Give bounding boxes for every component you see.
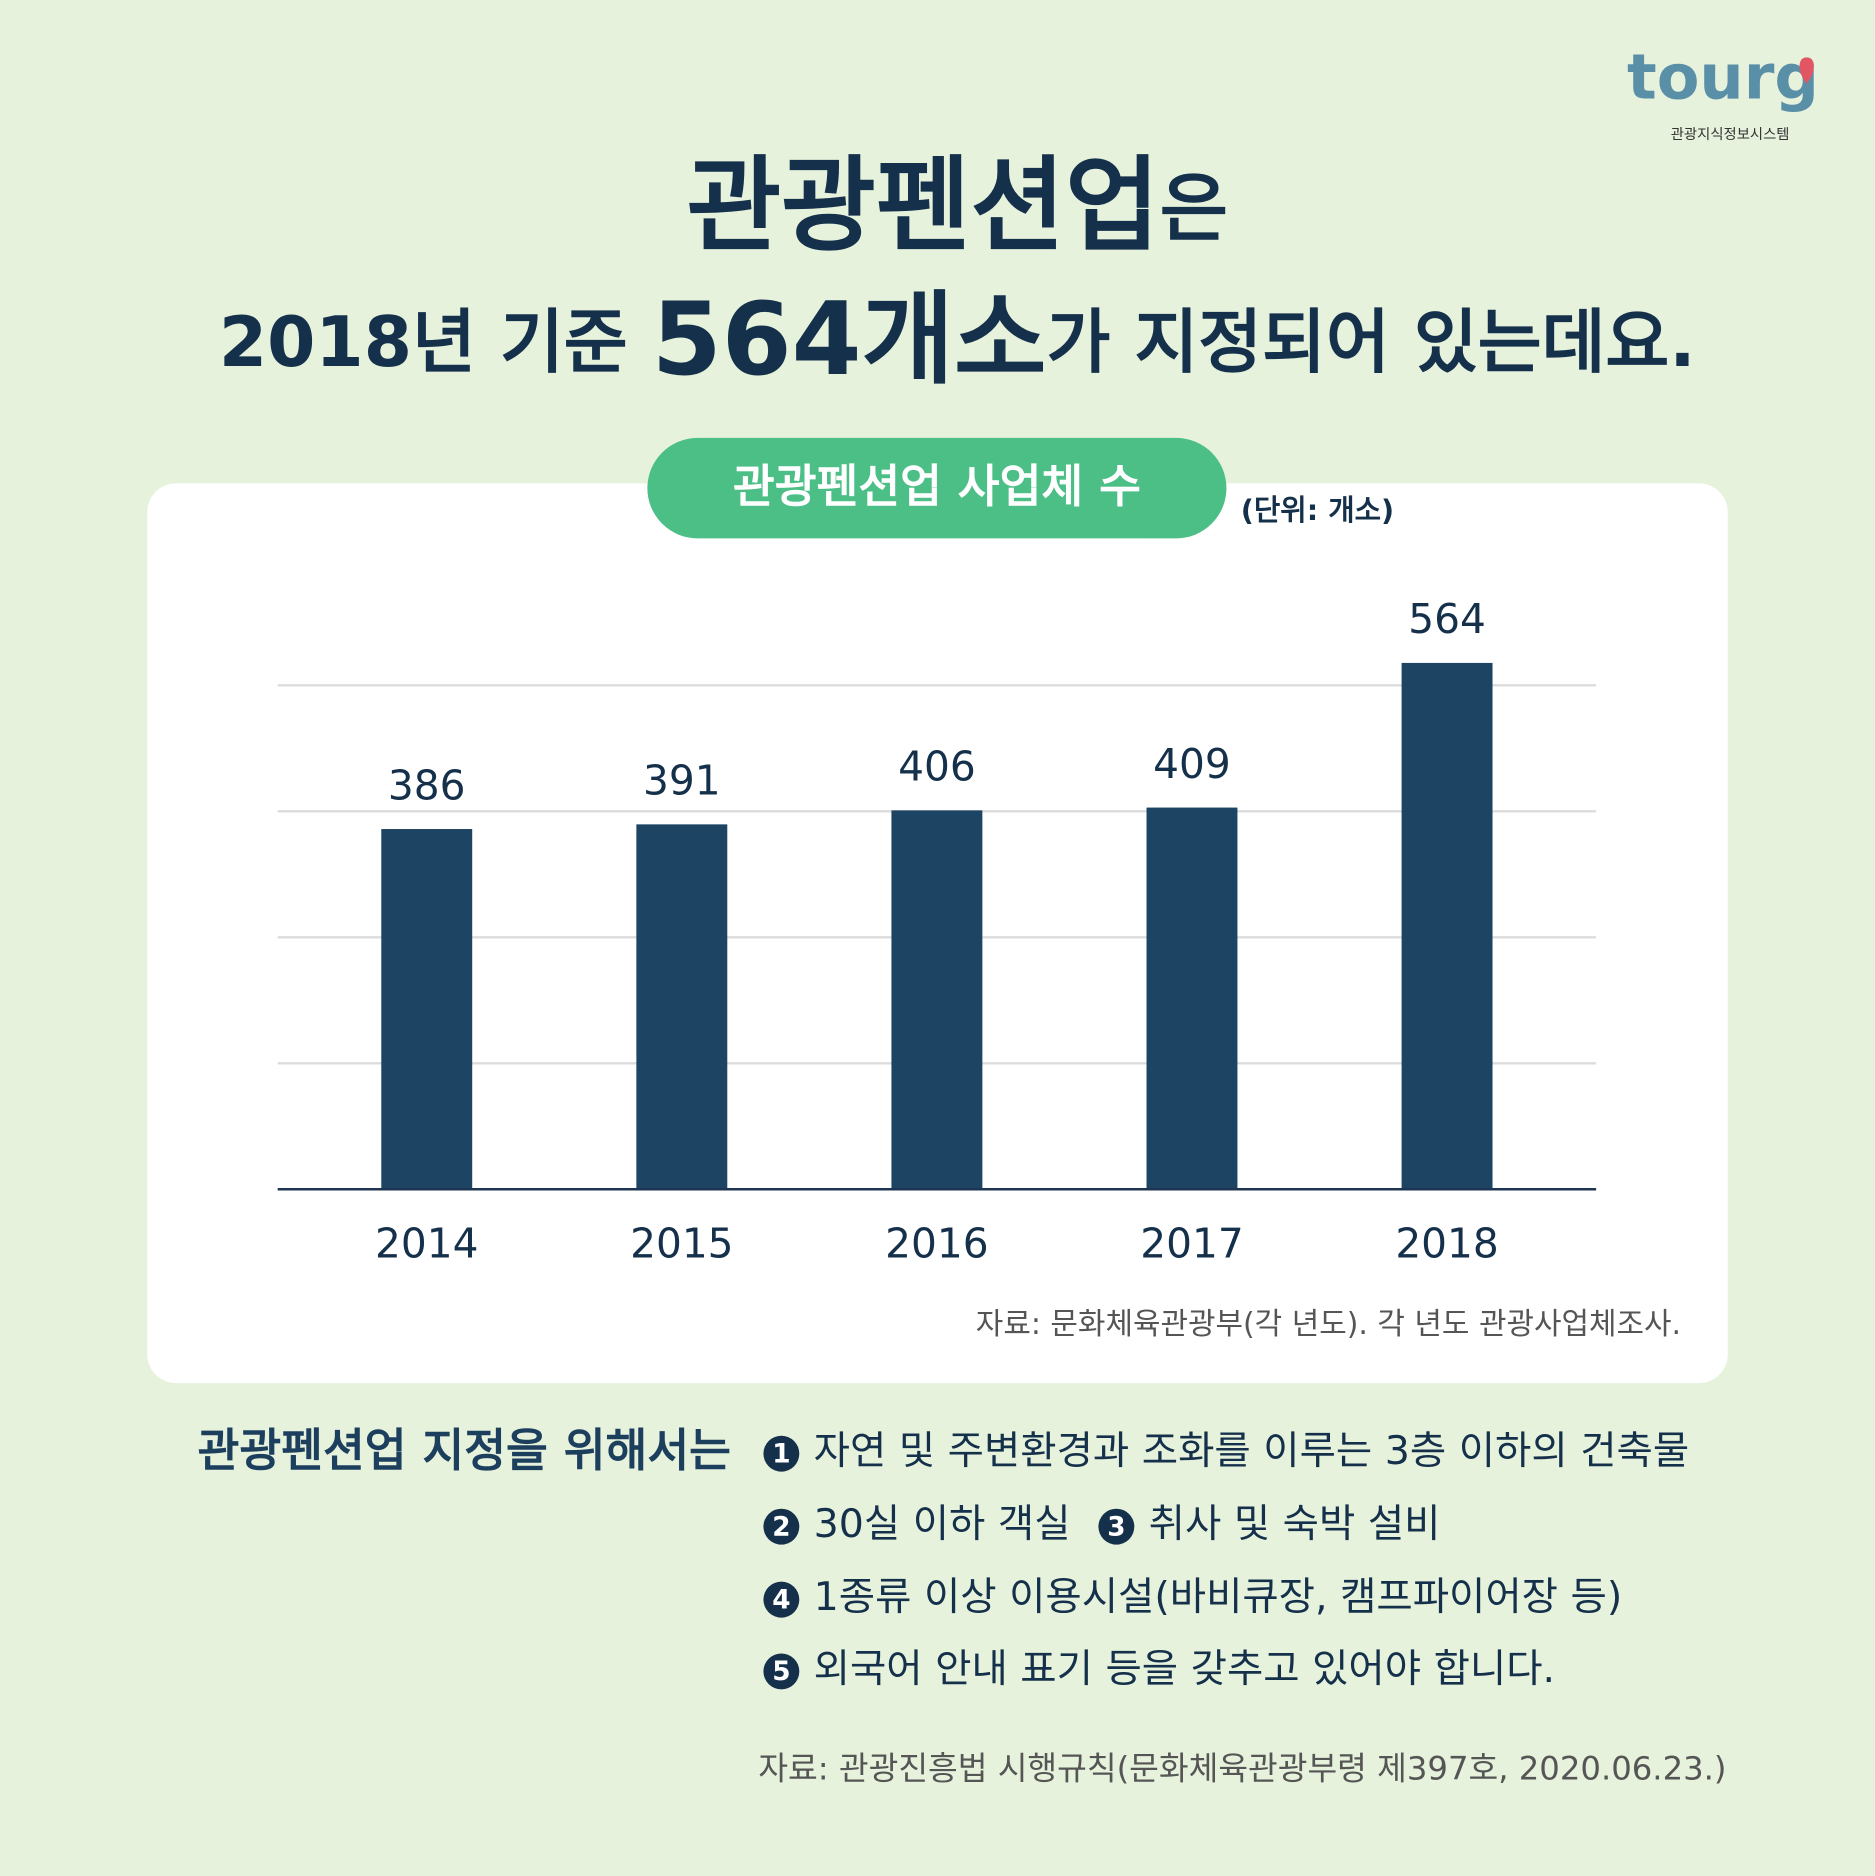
headline-text: 2018년 기준 [219, 303, 652, 383]
x-tick-label: 2015 [630, 1220, 733, 1268]
x-tick-label: 2014 [375, 1220, 478, 1268]
value-label: 386 [388, 761, 466, 809]
bar [381, 829, 473, 1190]
item-text: 1종류 이상 이용시설(바비큐장, 캠프파이어장 등) [814, 1574, 1623, 1620]
item-text: 30실 이하 객실 [814, 1501, 1071, 1547]
headline-text: 은 [1160, 165, 1228, 251]
bar [891, 810, 983, 1190]
chart-source: 자료: 문화체육관광부(각 년도). 각 년도 관광사업체조사. [976, 1307, 1681, 1342]
x-tick-label: 2018 [1395, 1220, 1498, 1268]
value-label: 409 [1153, 740, 1231, 788]
logo-name: tourg [1627, 40, 1819, 113]
value-label: 391 [643, 757, 721, 805]
chart-title-pill [647, 437, 1227, 539]
item-marker [763, 1508, 800, 1545]
requirements-lead: 관광펜션업 지정을 위해서는 [198, 1424, 731, 1477]
item-text: 취사 및 숙박 설비 [1149, 1501, 1441, 1547]
item-marker [763, 1653, 800, 1690]
chart-title: 관광펜션업 사업체 수 [733, 460, 1141, 513]
item-number: 5 [772, 1657, 790, 1687]
requirements-list: 1 자연 및 주변환경과 조화를 이루는 3층 이하의 건축물 2 30실 이하 객실… [763, 1428, 1689, 1692]
item-number: 3 [1107, 1512, 1125, 1542]
bar [636, 824, 728, 1190]
item-marker [763, 1435, 800, 1472]
logo: tourg 관광지식정보시스템 [1627, 40, 1819, 143]
footer-source: 자료: 관광진흥법 시행규칙(문화체육관광부령 제397호, 2020.06.2… [758, 1750, 1726, 1788]
item-number: 1 [772, 1439, 790, 1469]
headline-emphasis: 564개소 [652, 281, 1047, 398]
item-marker [1098, 1508, 1135, 1545]
plot: 386 2014 391 2015 406 2016 409 2017 564 2018 [277, 595, 1597, 1268]
chart-unit: (단위: 개소) [1241, 493, 1394, 527]
item-number: 2 [772, 1512, 790, 1542]
item-text: 자연 및 주변환경과 조화를 이루는 3층 이하의 건축물 [814, 1428, 1689, 1474]
headline-emphasis: 관광펜션업 [687, 146, 1160, 266]
headline-line1: 관광펜션업은 [687, 146, 1228, 266]
value-label: 564 [1408, 595, 1486, 643]
x-tick-label: 2017 [1140, 1220, 1243, 1268]
item-text: 외국어 안내 표기 등을 갖추고 있어야 합니다. [814, 1646, 1555, 1692]
logo-subtitle: 관광지식정보시스템 [1671, 126, 1790, 143]
logo-pin [1799, 57, 1814, 84]
item-number: 4 [772, 1585, 790, 1615]
item-marker [763, 1581, 800, 1618]
headline-text: 가 지정되어 있는데요. [1046, 303, 1695, 383]
x-tick-label: 2016 [885, 1220, 988, 1268]
bar [1146, 807, 1238, 1190]
headline-line2: 2018년 기준 564개소가 지정되어 있는데요. [219, 281, 1696, 398]
value-label: 406 [898, 743, 976, 791]
bar [1401, 662, 1493, 1190]
